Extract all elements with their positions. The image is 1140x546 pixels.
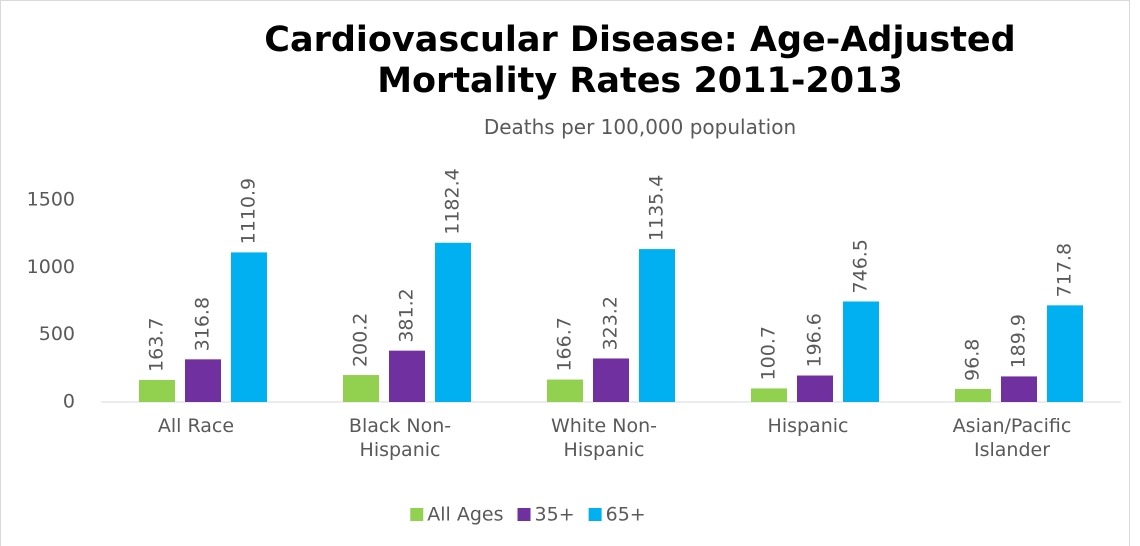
data-label: 1110.9 [238,178,260,244]
x-tick-label: Black Non-Hispanic [348,415,452,461]
legend-swatch [588,508,602,521]
x-tick-label: Asian/Pacific Islander [952,415,1072,461]
data-label: 166.7 [554,317,576,371]
data-label: 381.2 [396,288,418,342]
bar [593,358,629,402]
data-label: 717.8 [1054,243,1076,297]
bar [185,359,221,402]
legend-swatch [517,508,531,521]
data-label: 323.2 [600,296,622,350]
data-label: 746.5 [850,239,872,293]
y-tick-label: 1500 [27,189,75,211]
legend-label: 35+ [535,504,575,526]
bar [139,379,175,402]
legend-swatch [410,508,424,521]
bar [389,350,425,402]
bar [797,375,833,402]
chart-subtitle: Deaths per 100,000 population [483,115,797,139]
data-label: 189.9 [1008,314,1030,368]
data-label: 1135.4 [646,175,668,241]
data-label: 316.8 [192,297,214,351]
y-tick-label: 500 [39,323,75,345]
y-tick-label: 1000 [27,256,75,278]
x-tick-label: All Race [157,415,235,437]
bar [751,388,787,402]
x-tick-label: White Non-Hispanic [550,415,658,461]
bar [955,388,991,402]
bar [843,301,879,402]
bar [343,375,379,402]
x-tick-label: Hispanic [767,415,849,437]
y-tick-label: 0 [63,391,75,413]
bar [639,249,675,402]
bar [231,252,267,402]
data-label: 1182.4 [442,168,464,234]
bar [1001,376,1037,402]
data-label: 200.2 [350,313,372,367]
data-label: 96.8 [962,339,984,381]
bar [1047,305,1083,402]
legend-label: 65+ [606,504,646,526]
data-label: 100.7 [758,326,780,380]
data-label: 196.6 [804,313,826,367]
chart-title: Cardiovascular Disease: Age-Adjusted Mor… [264,20,1016,101]
bar [547,379,583,402]
legend-label: All Ages [427,504,503,526]
data-label: 163.7 [146,318,168,372]
bar [435,242,471,402]
